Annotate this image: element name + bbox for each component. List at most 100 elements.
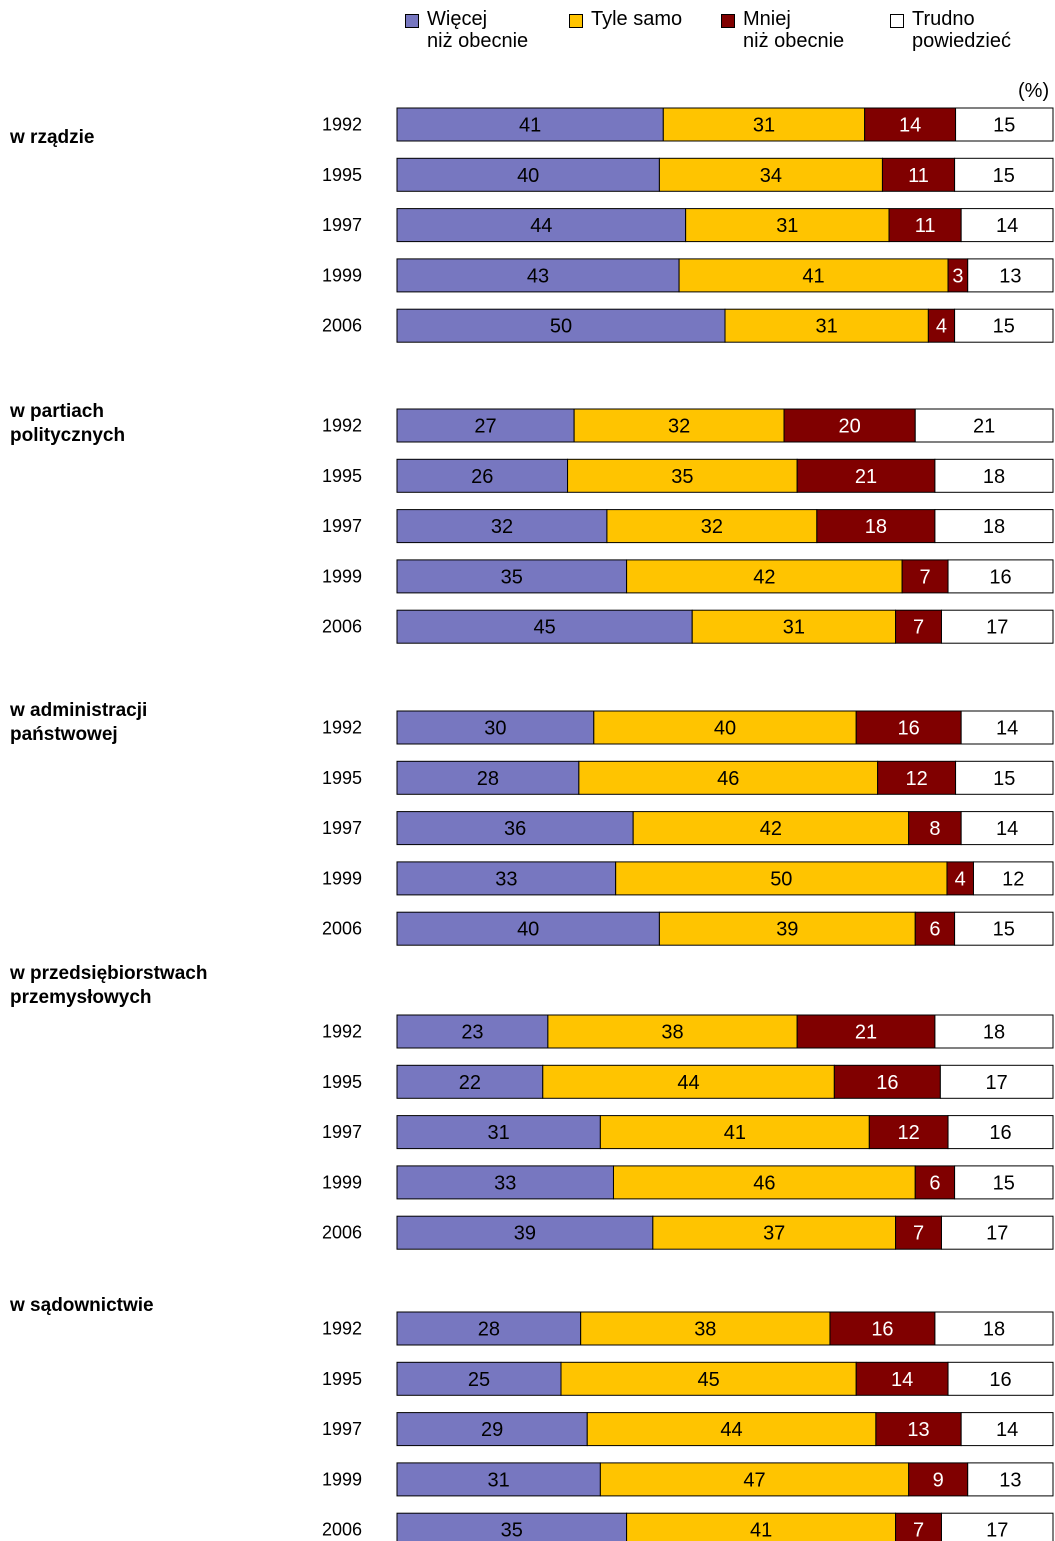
year-label: 2006 [322,1520,362,1540]
year-label: 1992 [322,718,362,738]
data-label: 30 [484,718,506,740]
data-label: 15 [993,768,1015,790]
bar-segment [396,861,617,896]
year-label: 1999 [322,265,362,285]
data-label: 26 [471,466,493,488]
group-title: w sądownictwie [10,1295,154,1316]
year-label: 1992 [322,1022,362,1042]
year-label: 1997 [322,1419,362,1439]
data-label: 18 [983,466,1005,488]
data-label: 28 [478,1319,500,1341]
bar-segment [396,760,580,795]
bar-segment [396,609,693,644]
data-label: 7 [913,1223,924,1245]
data-label: 18 [983,1319,1005,1341]
data-label: 35 [671,466,693,488]
bar-segment [396,157,660,192]
data-label: 15 [993,1172,1015,1194]
bar-segment [877,760,957,795]
bar-segment [567,458,798,493]
bar-segment [967,258,1054,293]
year-label: 1999 [322,1469,362,1489]
data-label: 14 [891,1369,913,1391]
data-label: 17 [986,617,1008,639]
data-label: 7 [913,1520,924,1541]
year-label: 2006 [322,316,362,336]
bar-segment [396,1311,582,1346]
bar-segment [685,208,890,243]
bar-segment [658,911,916,946]
year-label: 1997 [322,215,362,235]
data-label: 43 [527,265,549,287]
data-label: 22 [459,1072,481,1094]
data-label: 16 [876,1072,898,1094]
bar-segment [967,1462,1054,1497]
bar-segment [396,710,595,745]
year-label: 2006 [322,919,362,939]
bar-segment [960,1412,1054,1447]
bar-segment [396,208,687,243]
bar-segment [599,1115,870,1150]
data-label: 12 [1002,868,1024,890]
data-label: 21 [973,416,995,438]
year-label: 1995 [322,466,362,486]
bar-segment [934,458,1054,493]
bar-segment [396,1412,588,1447]
bar-segment [724,308,929,343]
data-label: 39 [514,1223,536,1245]
bar-segment [934,1311,1054,1346]
data-label: 36 [504,818,526,840]
bar-segment [940,1215,1054,1250]
data-label: 41 [802,265,824,287]
data-label: 12 [898,1122,920,1144]
data-label: 45 [533,617,555,639]
bar-segment [612,1165,916,1200]
bar-segment [960,710,1054,745]
bar-segment [626,559,903,594]
data-label: 14 [996,718,1018,740]
bar-segment [547,1014,798,1049]
bar-segment [396,1014,549,1049]
data-label: 50 [550,316,572,338]
data-label: 33 [495,868,517,890]
year-label: 1997 [322,1122,362,1142]
legend-label: Trudno powiedzieć [912,8,1011,52]
bar-segment [960,811,1054,846]
bar-segment [954,911,1054,946]
data-label: 14 [996,215,1018,237]
group-title: w administracji państwowej [10,700,148,745]
bar-segment [940,1512,1054,1541]
data-label: 39 [776,919,798,941]
year-label: 1999 [322,868,362,888]
data-label: 15 [993,165,1015,187]
data-label: 18 [983,1022,1005,1044]
bar-segment [396,258,680,293]
data-label: 38 [694,1319,716,1341]
bar-segment [868,1115,949,1150]
bar-segment [658,157,883,192]
data-label: 21 [855,466,877,488]
bar-segment [396,559,628,594]
legend-swatch [569,14,583,28]
data-label: 16 [989,1369,1011,1391]
data-label: 46 [753,1172,775,1194]
bar-segment [972,861,1054,896]
data-label: 42 [753,566,775,588]
data-label: 12 [905,768,927,790]
data-label: 7 [920,566,931,588]
year-label: 1995 [322,1072,362,1092]
bar-segment [895,609,942,644]
year-label: 1999 [322,566,362,586]
bar-segment [946,861,974,896]
bar-segment [796,458,936,493]
data-label: 13 [999,265,1021,287]
data-label: 6 [929,919,940,941]
bar-segment [939,1064,1054,1099]
data-label: 31 [753,115,775,137]
bar-segment [960,208,1054,243]
data-label: 33 [494,1172,516,1194]
data-label: 31 [488,1469,510,1491]
bar-segment [606,509,818,544]
bar-segment [947,559,1054,594]
